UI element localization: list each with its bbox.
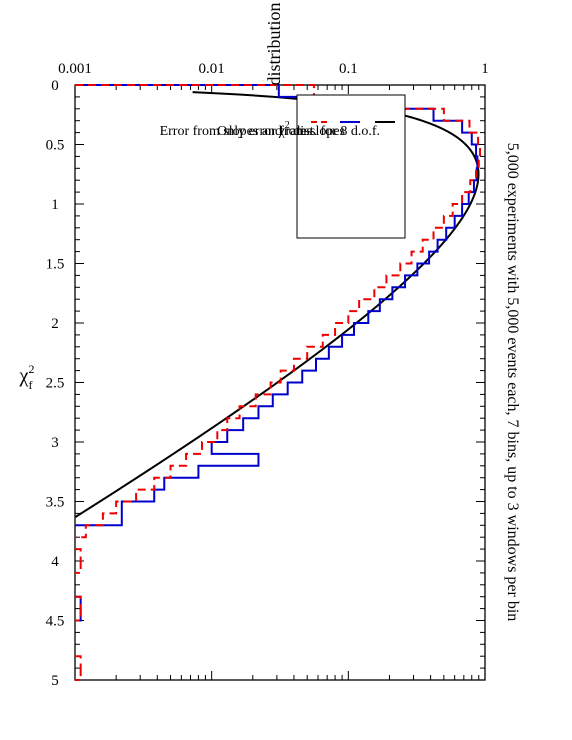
legend: χ2 dist. for 8 d.o.f.Only error from slo…: [160, 94, 406, 239]
legend-label: Only error from slopes: [217, 124, 345, 139]
y-axis-title: distribution of χ2f: [261, 0, 290, 86]
y-tick-label: 1: [481, 61, 489, 77]
x-tick-label: 4.5: [46, 614, 65, 630]
x-tick-label: 4: [51, 554, 59, 570]
x-tick-label: 3.5: [46, 495, 65, 511]
chart-title: 5,000 experiments with 5,000 events each…: [504, 143, 521, 622]
slopes-rates-histogram: [75, 84, 482, 539]
slopes-rates-histogram: [75, 655, 82, 681]
x-tick-label: 2: [51, 316, 59, 332]
tick-labels: 0 0.5 1 1.5 2 2.5 3 3.5 4 4.5 5 0.001 0.01 0.1 1: [46, 61, 489, 689]
x-axis-title-sub: f: [28, 378, 32, 392]
series-layer: [74, 84, 482, 681]
legend-chi-symbol: χ: [278, 124, 286, 139]
x-axis-title-sup: 2: [28, 362, 34, 376]
legend-label: Error from slopes and rates: [160, 124, 312, 139]
legend-chi-sup: 2: [285, 120, 290, 131]
x-tick-label: 2.5: [46, 376, 65, 392]
x-axis-title: χ2 f: [19, 362, 35, 392]
x-axis-title-main: χ: [19, 365, 29, 387]
legend-text: dist. for 8 d.o.f.: [290, 124, 380, 139]
x-axis-title-text: χ2 f: [19, 362, 35, 392]
slopes-rates-histogram: [75, 548, 82, 574]
y-tick-label: 0.01: [199, 61, 225, 77]
y-axis-title-text: distribution of χ2f: [261, 0, 290, 86]
x-tick-label: 3: [51, 435, 59, 451]
x-tick-label: 1.5: [46, 257, 65, 273]
y-axis-title-main: distribution of χ: [264, 0, 284, 86]
slopes-rates-histogram: [75, 595, 82, 622]
y-tick-label: 0.001: [58, 61, 92, 77]
chi2-curve: [74, 91, 480, 518]
legend-box: [296, 94, 406, 239]
x-tick-label: 1: [51, 197, 59, 213]
x-tick-label: 5: [51, 673, 59, 689]
x-tick-label: 0: [51, 78, 59, 94]
x-tick-label: 0.5: [46, 138, 65, 154]
legend-label: χ2 dist. for 8 d.o.f.: [278, 120, 380, 139]
slopes-histogram: [75, 84, 479, 527]
rotated-chart-group: 0 0.5 1 1.5 2 2.5 3 3.5 4 4.5 5 0.001 0.01 0.1 1 5,000…: [19, 0, 521, 689]
y-tick-label: 0.1: [339, 61, 358, 77]
